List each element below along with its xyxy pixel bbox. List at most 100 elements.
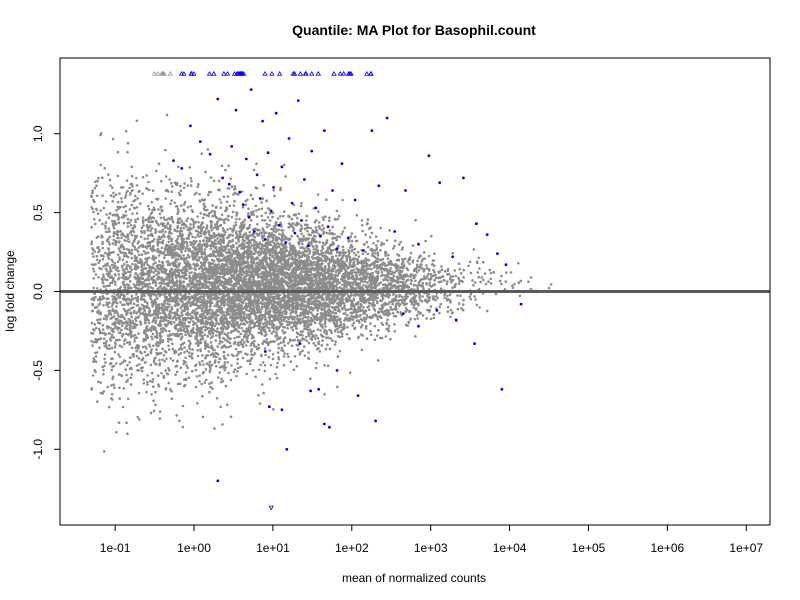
significant-point [216, 479, 220, 483]
significant-point [241, 203, 245, 207]
significant-point [374, 419, 377, 423]
significant-point [417, 242, 420, 246]
significant-point [346, 236, 350, 240]
significant-point [216, 97, 220, 101]
significant-point [417, 324, 420, 328]
clipped-point [290, 70, 296, 76]
significant-point [328, 425, 331, 429]
significant-point [393, 230, 397, 233]
significant-point [298, 342, 302, 345]
y-axis-label: log fold change [3, 250, 17, 332]
significant-point [266, 151, 270, 155]
x-tick-label: 1e+00 [177, 541, 211, 555]
clipped-point [309, 70, 315, 76]
significant-point [356, 394, 360, 397]
clipped-point [159, 70, 165, 76]
y-axis: -1.0 -0.5 0.0 0.5 1.0 [31, 125, 60, 460]
clipped-point [151, 70, 158, 76]
significant-point [249, 88, 253, 91]
significant-point [172, 159, 175, 163]
significant-point [370, 129, 374, 133]
significant-point [234, 108, 238, 112]
significant-point [335, 369, 339, 372]
y-tick-label: 1.0 [31, 125, 45, 142]
clipped-point [269, 70, 275, 76]
significant-point [261, 119, 264, 123]
significant-point [263, 350, 267, 353]
y-tick-label: 0.5 [31, 204, 45, 221]
significant-point [401, 312, 405, 315]
x-tick-label: 1e+03 [414, 541, 448, 555]
significant-point [427, 154, 431, 158]
x-tick-label: 1e+05 [572, 541, 606, 555]
clipped-point [188, 70, 195, 76]
significant-point [293, 231, 297, 235]
significant-point [208, 152, 212, 156]
significant-point [404, 189, 407, 192]
clipped-point [303, 70, 309, 76]
significant-point [317, 387, 321, 391]
gray-point-cloud [90, 113, 553, 453]
significant-point [302, 178, 306, 181]
significant-point [227, 182, 231, 186]
significant-point [296, 99, 300, 102]
significant-point [340, 162, 344, 166]
x-tick-label: 1e+04 [493, 541, 527, 555]
significant-point [221, 176, 225, 180]
significant-point [475, 222, 478, 226]
clipped-point [237, 70, 243, 76]
significant-point [284, 241, 287, 245]
clipped-point [341, 70, 347, 76]
significant-point [500, 387, 504, 391]
significant-point [189, 124, 192, 128]
clipped-point [297, 70, 304, 76]
significant-point [238, 190, 242, 194]
x-tick-label: 1e+02 [335, 541, 369, 555]
significant-point [385, 116, 389, 120]
clipped-point [178, 70, 185, 76]
significant-point [335, 247, 339, 251]
significant-point [258, 197, 262, 200]
significant-point [485, 233, 489, 237]
significant-point [319, 234, 322, 238]
significant-point [438, 181, 442, 185]
x-tick-label: 1e+07 [729, 541, 763, 555]
significant-point [496, 252, 499, 256]
clipped-point [276, 70, 283, 76]
significant-point [377, 184, 381, 188]
significant-point [310, 149, 314, 153]
clipped-point [331, 70, 337, 76]
significant-points [172, 88, 523, 511]
x-tick-label: 1e+06 [651, 541, 685, 555]
clipped-point [206, 70, 213, 76]
x-tick-label: 1e-01 [100, 541, 131, 555]
significant-point [244, 157, 248, 161]
significant-point [198, 140, 202, 144]
significant-point [277, 223, 281, 227]
y-tick-label: 0.0 [31, 283, 45, 300]
significant-point [435, 309, 439, 312]
significant-point [504, 263, 508, 267]
chart-title: Quantile: MA Plot for Basophil.count [292, 22, 536, 38]
significant-point [267, 405, 271, 409]
significant-point [287, 137, 291, 140]
significant-point [309, 389, 312, 393]
significant-point [314, 206, 318, 210]
clipped-point [224, 70, 231, 76]
significant-point [323, 129, 326, 133]
significant-point [361, 249, 365, 252]
significant-point [247, 215, 251, 219]
significant-point [462, 176, 465, 180]
significant-point [285, 447, 289, 451]
significant-point [323, 422, 326, 426]
x-tick-label: 1e+01 [256, 541, 290, 555]
significant-point [290, 201, 294, 205]
clipped-point [231, 70, 238, 76]
x-axis-label: mean of normalized counts [342, 571, 486, 585]
significant-point [280, 408, 284, 412]
significant-point [353, 198, 357, 202]
significant-point [326, 225, 330, 229]
significant-point [263, 238, 267, 241]
not-significant-points [90, 113, 553, 453]
